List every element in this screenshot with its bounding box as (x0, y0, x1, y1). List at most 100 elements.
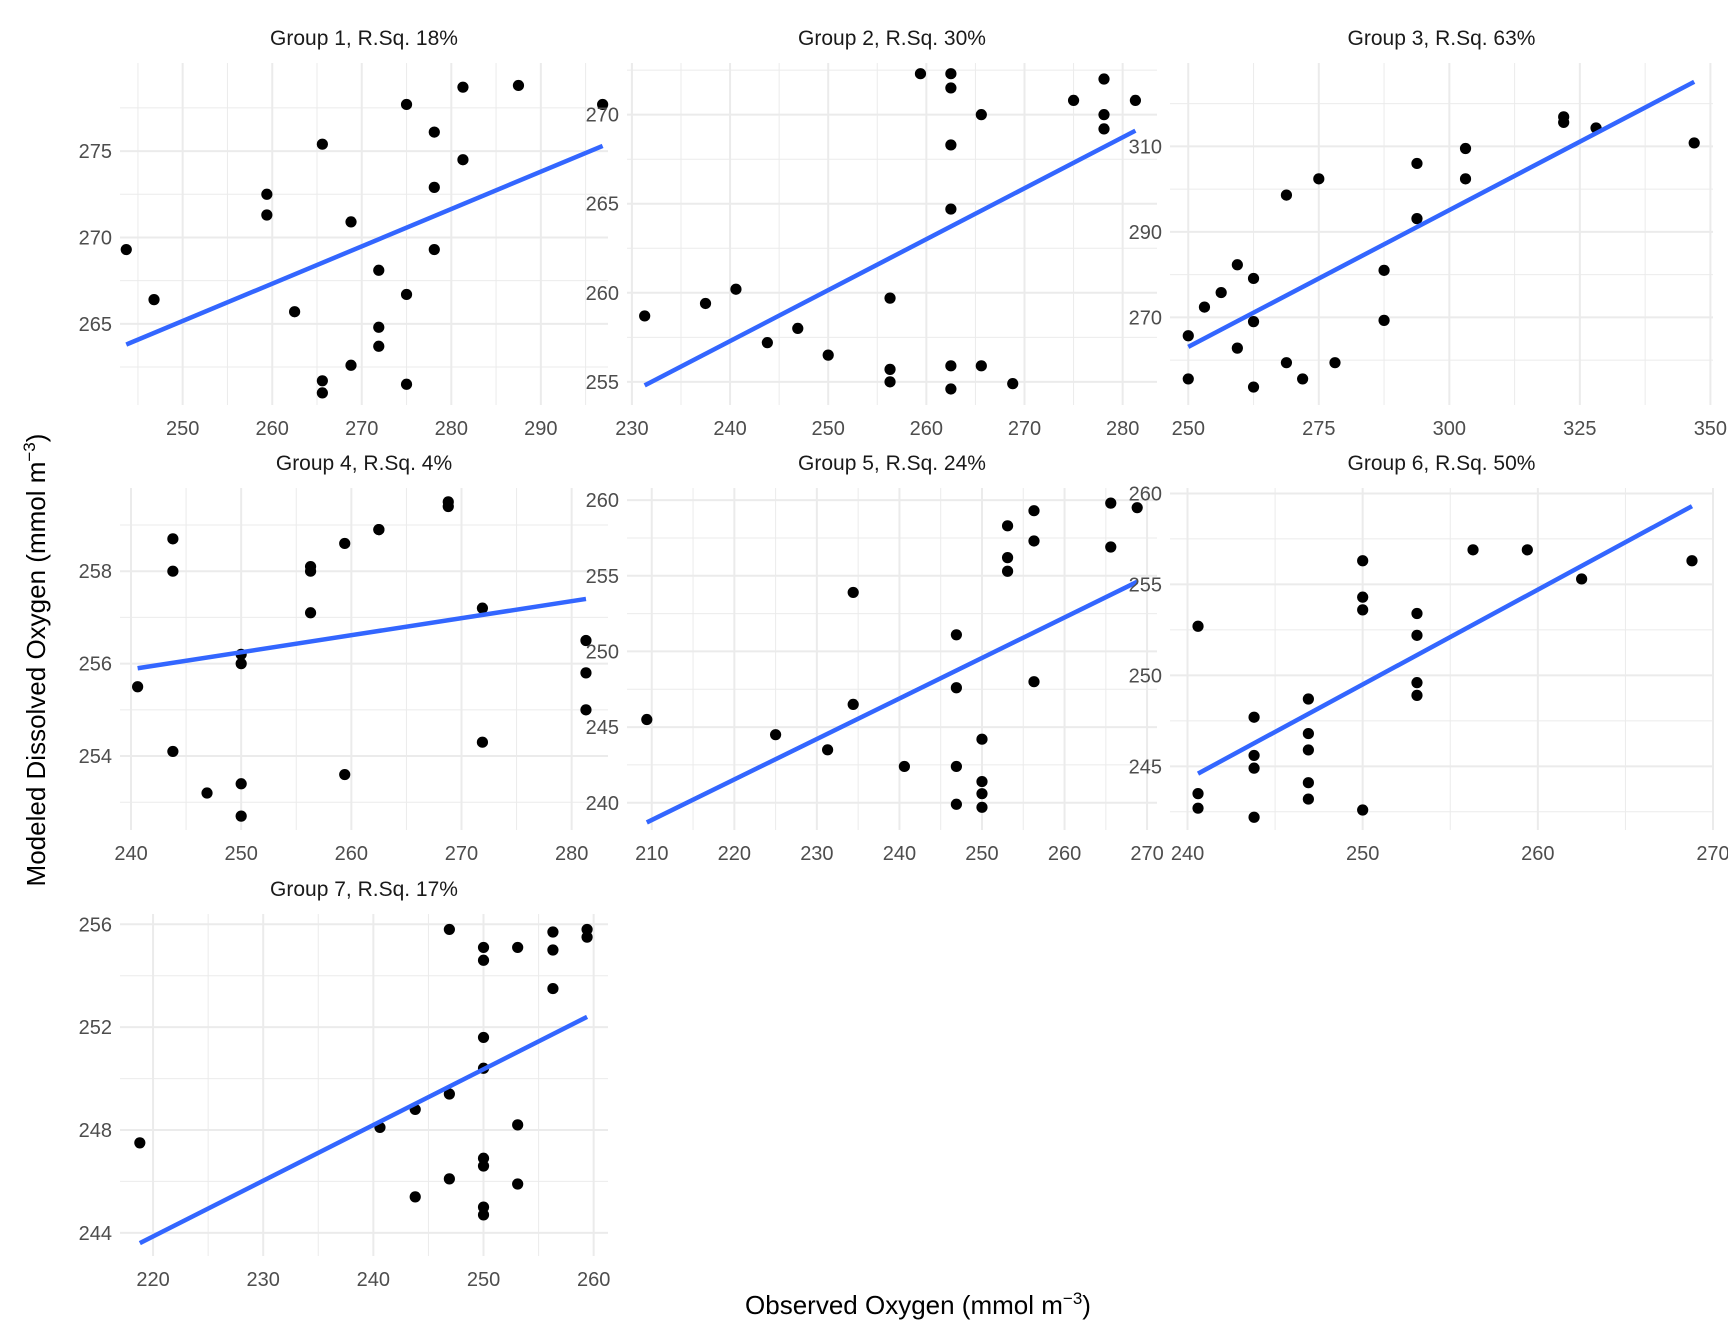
data-point (235, 810, 247, 822)
x-tick-label: 240 (883, 843, 916, 865)
x-axis-title: Observed Oxygen (mmol m−3) (745, 1289, 1091, 1320)
data-point (884, 376, 896, 388)
data-point (148, 294, 160, 306)
data-point (945, 68, 957, 80)
y-tick-label: 290 (1129, 222, 1162, 244)
data-point (976, 733, 988, 745)
data-point (201, 787, 213, 799)
data-point (304, 565, 317, 577)
data-point (1098, 73, 1110, 85)
regression-line (125, 143, 604, 347)
x-tick-label: 270 (1696, 843, 1728, 865)
data-point (1192, 788, 1204, 800)
data-point (400, 378, 413, 390)
data-point (1248, 811, 1260, 823)
data-point (580, 704, 592, 716)
x-tick-label: 220 (718, 843, 751, 865)
panel-group-3: Group 3, R.Sq. 63% 250 275 300 325 350 270 290 3… (1129, 27, 1727, 440)
regression-line (138, 1014, 589, 1246)
data-point (316, 387, 328, 399)
data-point (1411, 689, 1423, 701)
x-tick-label: 230 (615, 418, 648, 440)
data-point (1028, 535, 1040, 547)
data-point (1688, 137, 1700, 149)
x-tick-label: 325 (1563, 418, 1596, 440)
y-tick-label: 248 (79, 1120, 112, 1142)
x-tick-label: 250 (166, 418, 199, 440)
data-point (1329, 357, 1341, 369)
data-point (373, 321, 385, 333)
data-point (847, 698, 859, 710)
data-point (884, 363, 896, 375)
data-point (167, 565, 179, 577)
data-point (167, 745, 179, 758)
x-tick-label: 280 (555, 843, 588, 865)
data-point (373, 340, 385, 352)
regression-line (137, 596, 587, 671)
data-point (1558, 116, 1570, 129)
x-tick-label: 240 (1171, 843, 1204, 865)
x-tick-label: 350 (1694, 418, 1727, 440)
data-point (1098, 123, 1110, 135)
data-point (477, 1209, 490, 1221)
data-point (1521, 544, 1533, 556)
data-point (975, 109, 987, 121)
data-point (822, 744, 834, 756)
data-point (477, 1201, 490, 1213)
x-tick-label: 240 (357, 1269, 390, 1291)
data-point (1411, 157, 1423, 170)
x-tick-label: 300 (1433, 418, 1466, 440)
data-point (1247, 381, 1260, 393)
data-point (345, 359, 357, 371)
data-point (134, 1137, 146, 1149)
data-point (428, 243, 440, 256)
panels: Group 1, R.Sq. 18% 250 260 270 280 290 265 270 2… (79, 27, 1728, 1291)
data-point (304, 607, 317, 619)
panel-group-6: Group 6, R.Sq. 50% 240 250 260 270 245 250 255 2… (1129, 452, 1728, 865)
x-tick-label: 220 (136, 1269, 169, 1291)
data-point (1459, 142, 1472, 155)
data-point (1007, 378, 1019, 390)
data-point (400, 288, 413, 301)
data-point (597, 98, 609, 111)
data-point (120, 243, 132, 256)
data-point (1576, 573, 1588, 585)
x-tick-label: 230 (800, 843, 833, 865)
data-point (761, 337, 773, 349)
data-point (443, 923, 455, 936)
data-point (1248, 749, 1260, 762)
panel-group-7: Group 7, R.Sq. 17% 220 230 240 250 260 244 248 2… (79, 878, 611, 1291)
y-tick-label: 310 (1129, 136, 1162, 158)
data-point (235, 658, 247, 670)
y-tick-label: 270 (586, 105, 619, 127)
data-point (730, 283, 742, 295)
data-point (1129, 94, 1142, 107)
x-tick-label: 250 (467, 1269, 500, 1291)
data-point (512, 1178, 524, 1190)
panel-title: Group 1, R.Sq. 18% (270, 27, 458, 50)
y-tick-label: 260 (1129, 483, 1162, 505)
data-point (167, 533, 179, 545)
data-point (1357, 591, 1369, 603)
data-point (1297, 373, 1309, 385)
y-tick-label: 250 (1129, 665, 1162, 687)
y-tick-label: 265 (79, 314, 112, 336)
y-tick-label: 275 (79, 141, 112, 163)
y-tick-label: 255 (586, 566, 619, 588)
data-point (477, 1152, 490, 1164)
data-point (1411, 629, 1423, 641)
x-tick-label: 260 (1048, 843, 1081, 865)
data-point (476, 602, 489, 614)
data-point (400, 98, 413, 111)
data-point (792, 322, 804, 335)
y-tick-label: 245 (586, 717, 619, 739)
data-point (1231, 342, 1243, 354)
data-point (1028, 676, 1040, 688)
x-tick-label: 250 (812, 418, 845, 440)
data-point (1248, 762, 1260, 774)
x-tick-label: 270 (345, 418, 378, 440)
y-tick-label: 260 (586, 490, 619, 512)
data-point (822, 349, 834, 361)
data-point (477, 954, 490, 966)
data-point (512, 941, 524, 954)
